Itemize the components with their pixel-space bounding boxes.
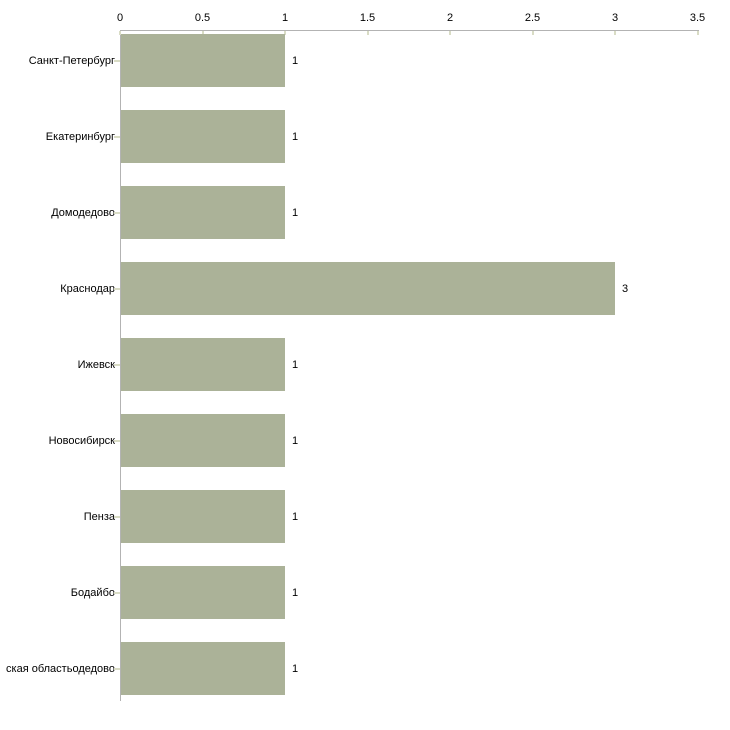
value-label: 3 — [622, 282, 629, 295]
category-tick-mark — [114, 515, 120, 518]
category-tick-mark — [114, 135, 120, 138]
x-tick-mark — [531, 31, 534, 35]
x-tick-mark — [614, 31, 616, 35]
category-label: Пенза — [83, 510, 115, 523]
category-tick-mark — [114, 667, 120, 670]
x-tick-label: 0.5 — [194, 12, 211, 24]
x-tick-mark — [696, 31, 699, 35]
bar — [121, 338, 285, 391]
x-tick-label: 3 — [611, 12, 619, 24]
value-label: 1 — [292, 358, 299, 371]
x-tick-mark — [449, 31, 451, 35]
category-label: Екатеринбург — [45, 130, 115, 143]
category-label: Санкт-Петербург — [28, 54, 115, 67]
category-tick-mark — [114, 287, 120, 290]
value-label: 1 — [292, 586, 299, 599]
x-tick-label: 2.5 — [524, 12, 541, 24]
bar — [121, 186, 285, 239]
category-tick-mark — [114, 439, 120, 442]
x-tick-mark — [119, 31, 121, 35]
bar — [121, 414, 285, 467]
x-tick-label: 2 — [446, 12, 454, 24]
value-label: 1 — [292, 54, 299, 67]
category-tick-mark — [114, 363, 120, 366]
category-tick-mark — [114, 211, 120, 214]
category-label: Краснодар — [60, 282, 115, 295]
value-label: 1 — [292, 434, 299, 447]
value-label: 1 — [292, 662, 299, 675]
value-label: 1 — [292, 510, 299, 523]
x-tick-label: 3.5 — [689, 12, 706, 24]
bar — [121, 110, 285, 163]
bar — [121, 490, 285, 543]
x-tick-mark — [201, 31, 204, 35]
x-axis-line — [120, 30, 699, 31]
category-label: Ижевск — [77, 358, 115, 371]
value-label: 1 — [292, 130, 299, 143]
bar — [121, 566, 285, 619]
bar — [121, 34, 285, 87]
category-label: Бодайбо — [70, 586, 115, 599]
x-tick-label: 1 — [281, 12, 289, 24]
value-label: 1 — [292, 206, 299, 219]
category-tick-mark — [114, 59, 120, 62]
y-axis-line — [120, 30, 121, 701]
category-tick-mark — [114, 591, 120, 594]
x-tick-mark — [284, 31, 286, 35]
x-tick-label: 1.5 — [359, 12, 376, 24]
bar — [121, 262, 615, 315]
x-tick-label: 0 — [116, 12, 124, 24]
bar — [121, 642, 285, 695]
category-label: Новосибирск — [48, 434, 115, 447]
category-label: ская областьодедово — [6, 662, 115, 675]
x-tick-mark — [366, 31, 369, 35]
category-label: Домодедово — [51, 206, 115, 219]
